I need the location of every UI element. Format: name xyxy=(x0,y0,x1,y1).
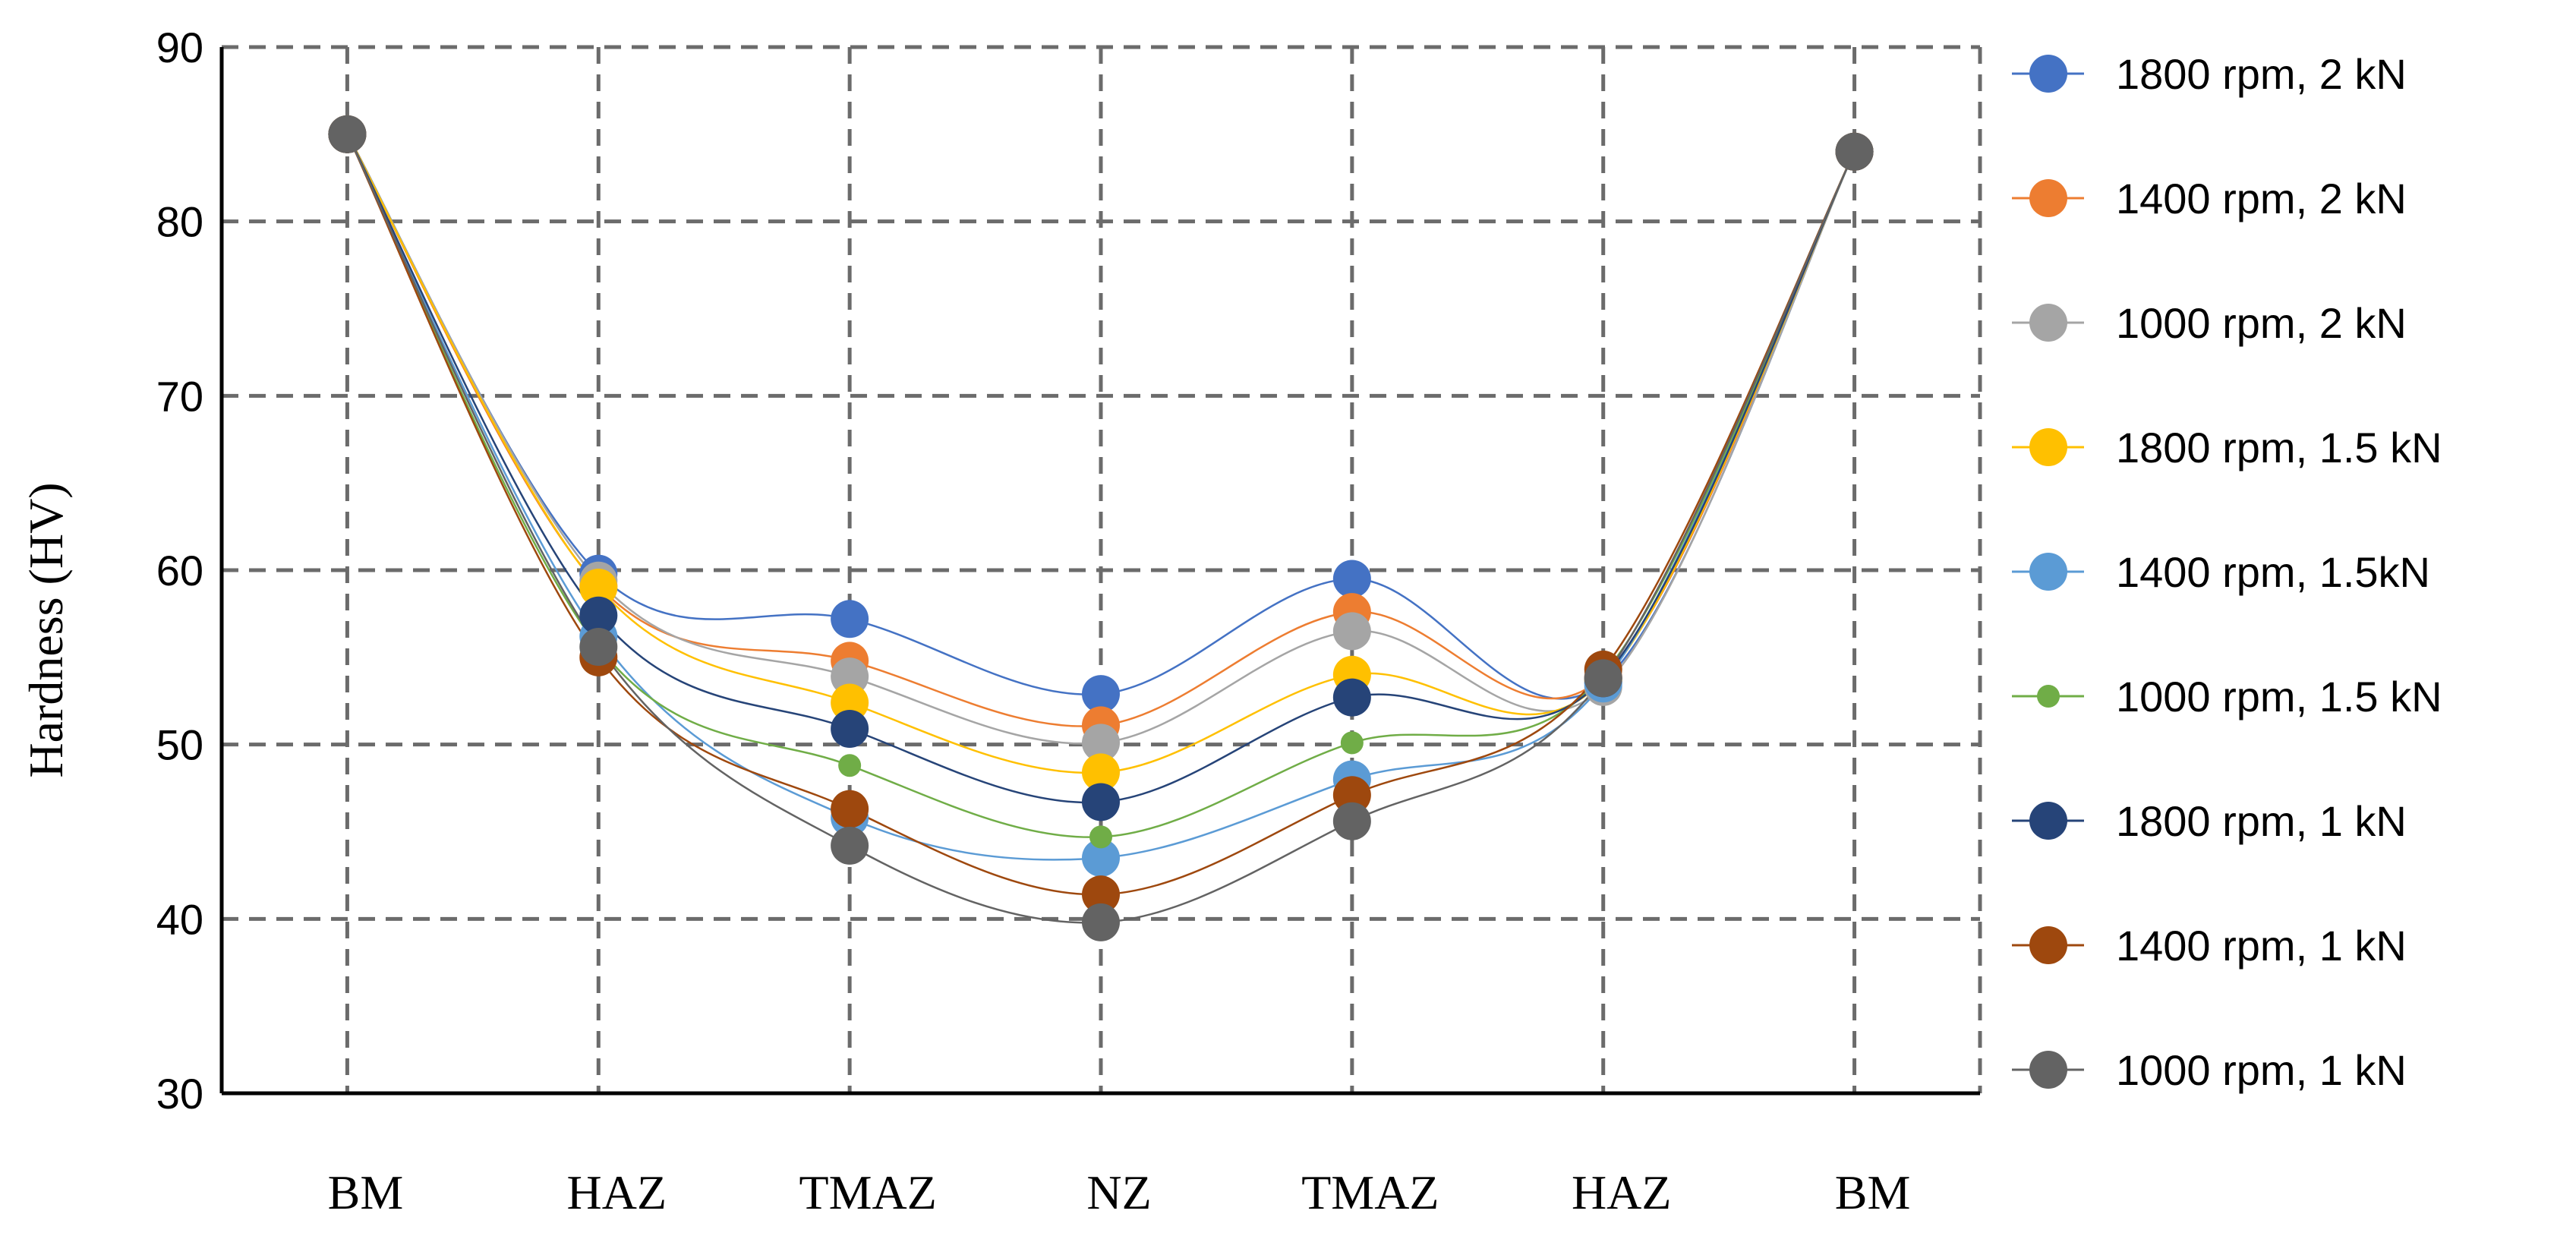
legend-marker xyxy=(2029,1051,2067,1089)
y-tick-labels: 30 40 50 60 70 80 90 xyxy=(156,24,203,1118)
series-line-3 xyxy=(346,134,1856,745)
data-point xyxy=(1584,659,1622,698)
legend-marker xyxy=(2029,304,2067,342)
data-point xyxy=(1082,875,1120,914)
legend-label: 1400 rpm, 1.5kN xyxy=(2116,548,2430,596)
data-point xyxy=(831,826,869,865)
legend-marker xyxy=(2029,802,2067,840)
x-tick-label: BM xyxy=(1835,1165,1911,1219)
series-markers xyxy=(328,115,1874,941)
y-tick-label: 30 xyxy=(156,1070,203,1118)
axes xyxy=(219,47,1980,1096)
legend-entry: 1800 rpm, 2 kN xyxy=(2012,50,2407,98)
y-tick-label: 90 xyxy=(156,24,203,71)
y-tick-label: 80 xyxy=(156,198,203,246)
x-tick-label: TMAZ xyxy=(1301,1165,1439,1219)
data-point xyxy=(1835,132,1874,171)
y-tick-label: 60 xyxy=(156,547,203,594)
legend-label: 1400 rpm, 2 kN xyxy=(2116,175,2407,222)
legend-label: 1000 rpm, 2 kN xyxy=(2116,299,2407,347)
data-point xyxy=(831,600,869,638)
data-point xyxy=(579,596,618,635)
x-tick-label: TMAZ xyxy=(799,1165,936,1219)
legend-marker xyxy=(2029,428,2067,466)
legend-marker xyxy=(2037,685,2060,708)
data-point xyxy=(1332,802,1371,840)
y-axis-title: Hardness (HV) xyxy=(19,482,73,777)
data-point xyxy=(579,568,618,607)
data-point xyxy=(831,790,869,828)
data-point xyxy=(579,628,618,667)
legend-entry: 1800 rpm, 1.5 kN xyxy=(2012,424,2442,471)
data-point xyxy=(1082,838,1120,877)
data-point xyxy=(1332,678,1371,717)
data-point xyxy=(1332,776,1371,815)
legend-entry: 1400 rpm, 1 kN xyxy=(2012,922,2407,970)
x-tick-label: NZ xyxy=(1086,1165,1151,1219)
legend-entry: 1400 rpm, 2 kN xyxy=(2012,175,2407,222)
data-point xyxy=(1082,724,1120,762)
data-point xyxy=(1082,753,1120,792)
legend-label: 1800 rpm, 1.5 kN xyxy=(2116,424,2442,471)
legend-entry: 1400 rpm, 1.5kN xyxy=(2012,548,2430,596)
data-point xyxy=(831,683,869,722)
x-tick-labels: BM HAZ TMAZ NZ TMAZ HAZ BM xyxy=(328,1165,1911,1219)
data-point xyxy=(1332,612,1371,651)
legend-label: 1000 rpm, 1 kN xyxy=(2116,1046,2407,1094)
legend-label: 1400 rpm, 1 kN xyxy=(2116,922,2407,970)
legend-marker xyxy=(2029,179,2067,217)
series-lines xyxy=(346,134,1856,924)
legend-label: 1800 rpm, 2 kN xyxy=(2116,50,2407,98)
legend-marker xyxy=(2029,55,2067,93)
y-tick-label: 70 xyxy=(156,372,203,420)
data-point xyxy=(1082,675,1120,714)
data-point xyxy=(1082,783,1120,821)
data-point xyxy=(831,657,869,696)
data-point xyxy=(1089,825,1112,849)
data-point xyxy=(1332,560,1371,598)
data-point xyxy=(838,754,862,777)
legend-label: 1800 rpm, 1 kN xyxy=(2116,797,2407,845)
legend-label: 1000 rpm, 1.5 kN xyxy=(2116,673,2442,720)
legend-entry: 1000 rpm, 1 kN xyxy=(2012,1046,2407,1094)
x-tick-label: BM xyxy=(328,1165,404,1219)
data-point xyxy=(1082,903,1120,941)
y-tick-label: 50 xyxy=(156,721,203,769)
x-tick-label: HAZ xyxy=(1572,1165,1672,1219)
legend-marker xyxy=(2029,553,2067,591)
legend: 1800 rpm, 2 kN 1400 rpm, 2 kN 1000 rpm, 2 … xyxy=(2012,50,2442,1094)
x-tick-label: HAZ xyxy=(567,1165,667,1219)
legend-entry: 1000 rpm, 2 kN xyxy=(2012,299,2407,347)
legend-marker xyxy=(2029,926,2067,964)
legend-entry: 1800 rpm, 1 kN xyxy=(2012,797,2407,845)
y-tick-label: 40 xyxy=(156,895,203,943)
data-point xyxy=(831,709,869,748)
data-point xyxy=(1340,731,1364,755)
data-point xyxy=(328,115,367,153)
legend-entry: 1000 rpm, 1.5 kN xyxy=(2012,673,2442,720)
